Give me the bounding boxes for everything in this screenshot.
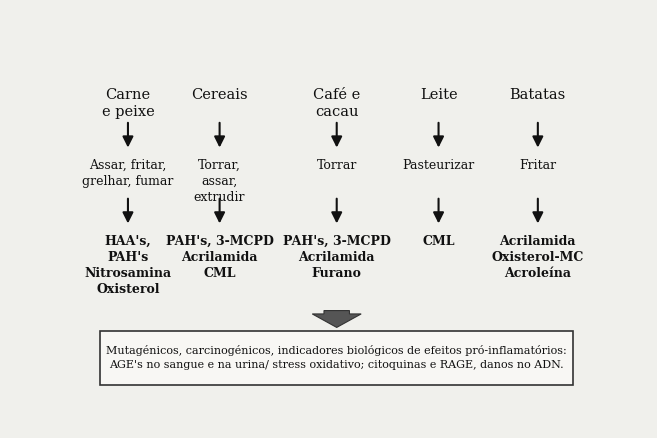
Text: Leite: Leite bbox=[420, 88, 457, 102]
FancyBboxPatch shape bbox=[100, 331, 574, 385]
Text: Torrar,
assar,
extrudir: Torrar, assar, extrudir bbox=[194, 159, 245, 204]
Text: Acrilamida
Oxisterol-MC
Acroleína: Acrilamida Oxisterol-MC Acroleína bbox=[491, 235, 584, 280]
Text: Torrar: Torrar bbox=[317, 159, 357, 172]
Text: PAH's, 3-MCPD
Acrilamida
Furano: PAH's, 3-MCPD Acrilamida Furano bbox=[283, 235, 391, 280]
Text: Assar, fritar,
grelhar, fumar: Assar, fritar, grelhar, fumar bbox=[82, 159, 173, 188]
Text: Pasteurizar: Pasteurizar bbox=[403, 159, 474, 172]
Text: Batatas: Batatas bbox=[510, 88, 566, 102]
Text: Café e
cacau: Café e cacau bbox=[313, 88, 360, 119]
Text: Mutagénicos, carcinogénicos, indicadores biológicos de efeitos pró-inflamatórios: Mutagénicos, carcinogénicos, indicadores… bbox=[106, 345, 567, 370]
Polygon shape bbox=[312, 311, 361, 328]
Text: PAH's, 3-MCPD
Acrilamida
CML: PAH's, 3-MCPD Acrilamida CML bbox=[166, 235, 273, 280]
Text: HAA's,
PAH's
Nitrosamina
Oxisterol: HAA's, PAH's Nitrosamina Oxisterol bbox=[84, 235, 171, 296]
Text: Carne
e peixe: Carne e peixe bbox=[102, 88, 154, 119]
Text: Cereais: Cereais bbox=[191, 88, 248, 102]
Text: CML: CML bbox=[422, 235, 455, 247]
Text: Fritar: Fritar bbox=[519, 159, 556, 172]
